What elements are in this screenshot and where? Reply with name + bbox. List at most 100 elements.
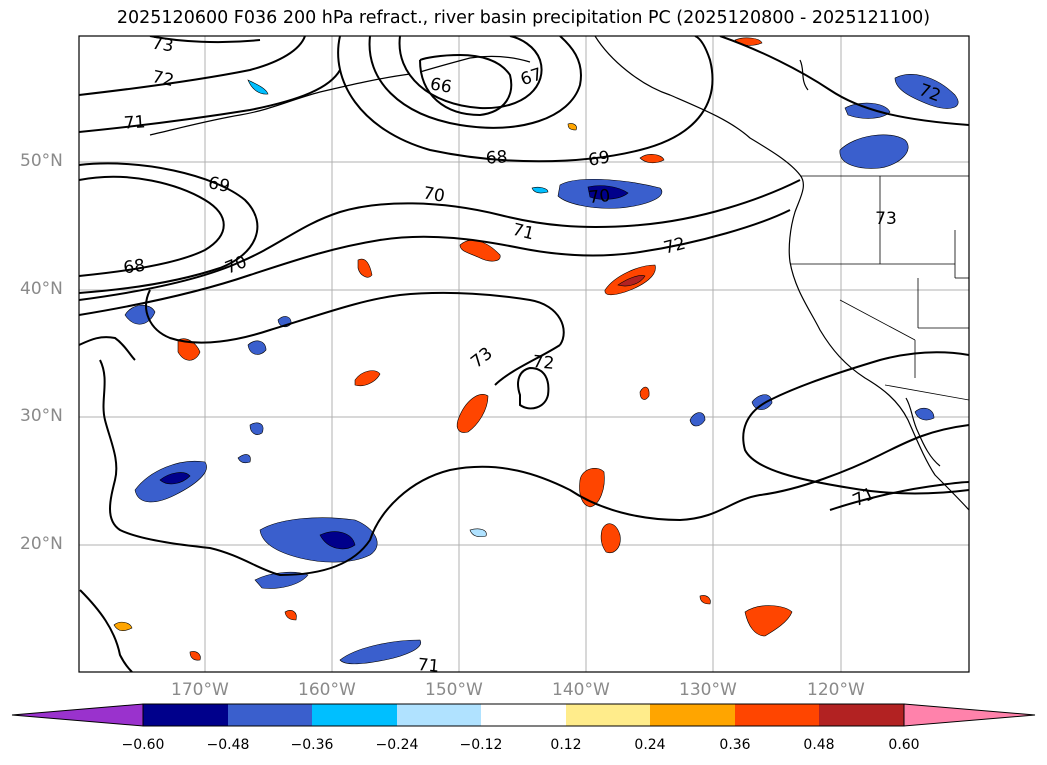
colorbar-tick-label: −0.12: [459, 737, 503, 753]
contour-line: [149, 36, 261, 44]
contour-label: 70: [588, 186, 612, 208]
contour-label: 71: [123, 112, 146, 133]
precip-patch-neg: [844, 102, 891, 119]
precip-patch-pos: [177, 338, 201, 361]
colorbar-extend-min: [11, 703, 144, 727]
precip-patches: [113, 37, 959, 665]
precip-patch-pos: [639, 386, 650, 400]
contour-line: [829, 481, 969, 511]
coastline: [149, 36, 969, 511]
precip-patch-neg: [254, 571, 309, 589]
contour-label: 72: [150, 67, 175, 91]
contour-label: 73: [151, 34, 175, 57]
contour-label: 70: [421, 183, 446, 206]
precip-patch-pos: [567, 123, 577, 131]
colorbar-tick-label: 0.12: [550, 737, 582, 753]
colorbar-segment: [566, 704, 650, 726]
precip-patch-neg: [587, 185, 629, 200]
precip-patch-pos: [579, 467, 605, 508]
contour-line: [79, 36, 306, 96]
precip-patch-neg: [159, 472, 191, 485]
colorbar-tick-label: 0.48: [803, 737, 835, 753]
contour-line: [419, 53, 513, 117]
precip-patch-neg: [247, 340, 267, 355]
precip-patch-neg: [531, 186, 549, 194]
lon-label: 160°W: [298, 680, 356, 700]
precip-patch-neg: [319, 531, 356, 550]
precip-patch-neg: [249, 422, 264, 435]
contour-line: [494, 344, 561, 386]
lon-label: 130°W: [679, 680, 737, 700]
lat-label: 50°N: [20, 151, 63, 171]
map-frame: [78, 35, 970, 673]
lon-label: 150°W: [425, 680, 483, 700]
contour-line: [398, 36, 543, 110]
contour-line: [145, 289, 565, 346]
colorbar-frame: [142, 703, 905, 727]
contour-line: [719, 36, 969, 126]
colorbar-tick-label: −0.24: [375, 737, 419, 753]
contour-label: 69: [206, 173, 231, 197]
map-panel: [79, 36, 969, 672]
contour-line: [368, 36, 582, 129]
precip-patch-neg: [247, 79, 269, 95]
contour-line: [79, 589, 133, 672]
precip-patch-pos: [639, 154, 665, 164]
contour-label: 69: [587, 147, 612, 170]
precip-patch-pos: [699, 595, 711, 605]
contour-label: 66: [428, 74, 453, 97]
contour-line: [79, 175, 225, 277]
colorbar-tick-label: 0.60: [888, 737, 920, 753]
lat-label: 20°N: [20, 534, 63, 554]
precip-patch-pos: [600, 523, 621, 553]
precip-patch-neg: [689, 412, 706, 427]
chart-title: 2025120600 F036 200 hPa refract., river …: [116, 8, 931, 28]
contour-line: [79, 179, 801, 301]
precip-patch-pos: [284, 610, 297, 621]
precip-patch-neg: [839, 134, 909, 169]
colorbar-segment: [143, 704, 228, 726]
contour-line: [79, 69, 341, 133]
contour-line: [337, 36, 714, 163]
precip-patch-pos: [189, 651, 201, 661]
colorbar-segment: [735, 704, 819, 726]
lon-label: 140°W: [552, 680, 610, 700]
precip-patch-neg: [124, 304, 156, 325]
lat-label: 40°N: [20, 279, 63, 299]
refractivity-contours: [79, 36, 969, 672]
colorbar-tick-label: −0.48: [206, 737, 250, 753]
contour-line: [517, 366, 550, 410]
colorbar-segment: [312, 704, 397, 726]
colorbar-segment: [819, 704, 904, 726]
colorbar-tick-label: 0.36: [719, 737, 751, 753]
borders: [790, 175, 969, 401]
lon-label: 170°W: [171, 680, 229, 700]
precip-patch-pos: [617, 275, 646, 287]
lon-label: 120°W: [807, 680, 865, 700]
precip-patch-neg: [894, 74, 959, 109]
contour-line: [79, 162, 259, 294]
colorbar-tick-label: 0.24: [634, 737, 666, 753]
colorbar-segment: [650, 704, 735, 726]
contour-label: 68: [122, 256, 146, 279]
precip-patch-neg: [469, 528, 487, 538]
precip-patch-pos: [357, 258, 373, 278]
contour-label: 68: [485, 147, 508, 168]
precip-patch-neg: [339, 639, 422, 665]
colorbar-segment: [481, 704, 566, 726]
precip-patch-pos: [456, 394, 489, 433]
colorbar-tick-label: −0.36: [290, 737, 334, 753]
precip-patch-neg: [237, 454, 251, 464]
contour-line: [79, 336, 136, 361]
colorbar-segment: [228, 704, 312, 726]
contour-label: 73: [875, 209, 897, 229]
precip-patch-neg: [259, 517, 378, 563]
contour-line: [79, 209, 791, 316]
colorbar-tick-label: −0.60: [121, 737, 165, 753]
colorbar-segment: [397, 704, 481, 726]
contour-line: [742, 351, 969, 495]
contour-label: 71: [417, 655, 440, 677]
lat-label: 30°N: [20, 406, 63, 426]
contour-line: [99, 359, 969, 577]
